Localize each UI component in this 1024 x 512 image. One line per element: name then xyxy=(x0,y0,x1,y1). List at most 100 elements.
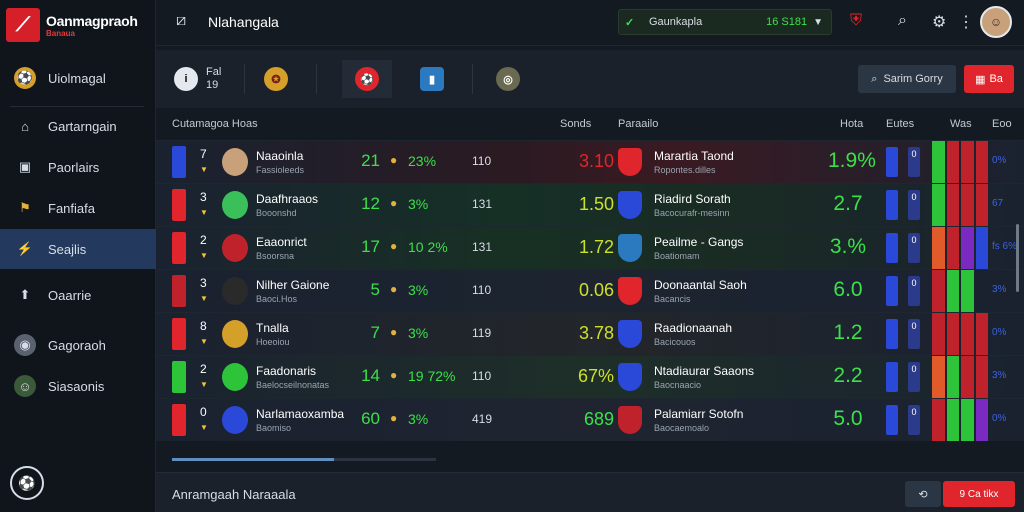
col-opponent[interactable]: Paraailo xyxy=(618,118,659,130)
search-button-label: Sarim Gorry xyxy=(883,73,943,85)
divider xyxy=(244,64,245,94)
brand[interactable]: ⟋ Oanmagpraoh Banaua xyxy=(0,0,155,50)
opponent-name[interactable]: Riadird Sorath xyxy=(654,192,731,206)
sidebar-item-label: Uiolmagal xyxy=(48,70,106,86)
vertical-scrollbar[interactable] xyxy=(1016,224,1019,292)
opponent-name[interactable]: Ntadiaurar Saaons xyxy=(654,364,755,378)
table-row[interactable]: 7 ▼ Naaoinla Fassioleeds 21 ● 23% 110 3.10 Marart… xyxy=(156,140,1024,183)
odds-value[interactable]: 0.06 xyxy=(578,280,614,300)
search-icon[interactable]: ⌕ xyxy=(898,12,907,29)
shield-icon[interactable]: ⛨ xyxy=(850,12,863,29)
avatar[interactable]: ☺ xyxy=(980,6,1012,38)
opponent-name[interactable]: Marartia Taond xyxy=(654,149,734,163)
form-bars xyxy=(932,399,988,441)
form-bar xyxy=(961,356,974,398)
col-rating[interactable]: Hota xyxy=(840,118,864,130)
table-row[interactable]: 8 ▼ Tnalla Hoeoiou 7 ● 3% 119 3.78 Raadionaanah Ba… xyxy=(156,312,1024,355)
horizontal-scrollbar-thumb[interactable] xyxy=(172,458,334,461)
stat-goals: 17 xyxy=(361,237,380,256)
sidebar-item-2[interactable]: ▣ Paorlairs xyxy=(0,147,156,187)
end-percent: 0% xyxy=(992,327,1007,338)
col-c[interactable]: Eoo xyxy=(992,118,1012,130)
rank: 3 xyxy=(200,190,207,204)
rating-value: 1.2 xyxy=(833,321,863,344)
search-button[interactable]: ⌕ Sarim Gorry xyxy=(858,65,956,93)
stat-percent: 3% xyxy=(408,411,429,427)
opponent-crest-icon xyxy=(618,320,642,348)
stat-count: 119 xyxy=(472,326,492,340)
team-name[interactable]: Nilher Gaione xyxy=(256,278,330,292)
form-bar xyxy=(932,270,945,312)
stat-bar-a xyxy=(886,190,898,220)
more-icon[interactable]: ⋮ xyxy=(958,14,974,31)
opponent-crest-icon xyxy=(618,277,642,305)
footer-action-button[interactable]: 9 Ca tikx xyxy=(943,481,1015,507)
club-crest-icon: ▮ xyxy=(420,67,444,91)
filter-chip-club-1[interactable]: ✪ xyxy=(264,60,288,98)
filter-chip-club-3[interactable]: ▮ xyxy=(420,60,444,98)
filter-chip-first[interactable]: i Fal 19 xyxy=(174,60,221,98)
filter-chip-club-4[interactable]: ◎ xyxy=(496,60,520,98)
live-selector[interactable]: ✓ Gaunkapla 16 S181 ▼ xyxy=(618,9,832,35)
odds-value[interactable]: 67% xyxy=(577,366,614,386)
sidebar-item-5[interactable]: ⬆ Oaarrie xyxy=(0,275,156,315)
team-name[interactable]: Faadonaris xyxy=(256,364,317,378)
sidebar-item-label: Fanfiafa xyxy=(48,200,95,216)
refresh-button[interactable]: ⟲ xyxy=(905,481,941,507)
action-button-label: Ba xyxy=(989,73,1003,85)
odds-value[interactable]: 1.72 xyxy=(578,237,614,257)
flag-icon: ⚑ xyxy=(19,200,31,215)
sidebar-item-1[interactable]: ⌂ Gartarngain xyxy=(0,106,156,146)
odds-value[interactable]: 3.10 xyxy=(578,151,614,171)
stat-bar-b: 0 xyxy=(908,319,920,349)
opponent-subtitle: Boatiomam xyxy=(654,251,700,261)
sidebar-item-6[interactable]: ◉ Gagoraoh xyxy=(0,325,156,365)
table-row[interactable]: 3 ▼ Nilher Gaione Baoci.Hos 5 ● 3% 110 0.06 Doona… xyxy=(156,269,1024,312)
form-bar xyxy=(961,184,974,226)
opponent-name[interactable]: Peailme - Gangs xyxy=(654,235,744,249)
sidebar-item-3[interactable]: ⚑ Fanfiafa xyxy=(0,188,156,228)
table-row[interactable]: 3 ▼ Daafhraaos Booonshd 12 ● 3% 131 1.50 Riadird … xyxy=(156,183,1024,226)
opponent-crest-icon xyxy=(618,406,642,434)
odds-value[interactable]: 1.50 xyxy=(578,194,614,214)
rank-flag xyxy=(172,232,186,264)
table-row[interactable]: 0 ▼ Narlamaoxamba Baomiso 60 ● 3% 419 689 Palamia… xyxy=(156,398,1024,441)
standings-table: Cutamagoa Hoas Sonds Paraailo Hota Eutes… xyxy=(156,108,1024,464)
rank-flag xyxy=(172,318,186,350)
team-name[interactable]: Daafhraaos xyxy=(256,192,319,206)
table-row[interactable]: 2 ▼ Faadonaris Baelocseilnonatas 14 ● 19 72% 11… xyxy=(156,355,1024,398)
diamond-icon[interactable]: ⧄ xyxy=(176,12,187,29)
gear-icon[interactable]: ⚙ xyxy=(932,14,947,31)
odds-value[interactable]: 689 xyxy=(583,409,614,429)
col-odds[interactable]: Sonds xyxy=(560,118,592,130)
team-name[interactable]: Narlamaoxamba xyxy=(256,407,345,421)
form-bar xyxy=(975,141,988,183)
form-bar xyxy=(932,356,945,398)
team-name[interactable]: Naaoinla xyxy=(256,149,304,163)
filter-chip-club-2[interactable]: ⚽ xyxy=(342,60,392,98)
sidebar-item-4[interactable]: ⚡ Seajlis xyxy=(0,229,156,269)
profile-ball-icon[interactable]: ⚽ xyxy=(10,466,44,500)
opponent-name[interactable]: Doonaantal Saoh xyxy=(654,278,747,292)
rank-flag xyxy=(172,361,186,393)
opponent-name[interactable]: Palamiarr Sotofn xyxy=(654,407,744,421)
form-bar xyxy=(961,313,974,355)
team-name[interactable]: Eaaonrict xyxy=(256,235,307,249)
action-button[interactable]: ▦ Ba xyxy=(964,65,1014,93)
sidebar-item-label: Gartarngain xyxy=(48,118,117,134)
stat-count: 131 xyxy=(472,197,493,211)
odds-value[interactable]: 3.78 xyxy=(578,323,614,343)
col-a[interactable]: Eutes xyxy=(886,118,915,130)
team-avatar xyxy=(222,234,248,262)
form-bar xyxy=(946,399,959,441)
team-name[interactable]: Tnalla xyxy=(256,321,289,335)
opponent-subtitle: Bacicouos xyxy=(654,337,696,347)
form-bar xyxy=(961,399,974,441)
opponent-name[interactable]: Raadionaanah xyxy=(654,321,733,335)
sidebar-item-0[interactable]: ⚽ Uiolmagal xyxy=(0,58,156,98)
col-b[interactable]: Was xyxy=(950,118,972,130)
table-row[interactable]: 2 ▼ Eaaonrict Bsoorsna 17 ● 10 2% 131 1.72 Peailm… xyxy=(156,226,1024,269)
col-team[interactable]: Cutamagoa Hoas xyxy=(172,118,258,130)
sidebar-item-7[interactable]: ☺ Siasaonis xyxy=(0,366,156,406)
team-subtitle: Hoeoiou xyxy=(256,337,290,347)
